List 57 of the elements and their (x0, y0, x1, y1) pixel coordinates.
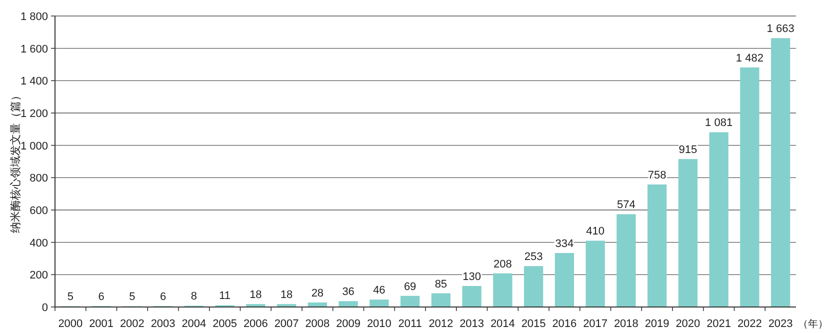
x-tick-label: 2006 (243, 318, 268, 330)
x-tick-label: 2001 (89, 318, 114, 330)
data-label: 5 (67, 291, 74, 304)
x-tick-label: 2018 (614, 318, 638, 330)
data-label: 1 081 (705, 117, 733, 130)
x-tick-label: 2019 (644, 318, 670, 330)
data-label: 208 (494, 258, 512, 270)
data-label: 1 482 (736, 52, 764, 64)
y-axis-title: 纳米酶核心领域发文量（篇） (9, 90, 22, 233)
data-label: 410 (586, 226, 604, 238)
data-label: 1 663 (766, 23, 794, 36)
y-tick-label: 1 600 (20, 43, 48, 56)
x-tick-label: 2008 (305, 318, 330, 330)
x-tick-label: 2002 (120, 318, 144, 330)
x-tick-label: 2015 (521, 318, 546, 330)
data-label: 5 (129, 291, 136, 304)
x-tick-label: 2016 (552, 318, 577, 330)
data-label: 11 (219, 290, 231, 302)
x-tick-label: 2007 (274, 318, 299, 330)
x-tick-label: 2005 (212, 318, 238, 330)
y-tick-label: 800 (30, 172, 48, 185)
y-tick-label: 400 (30, 237, 48, 250)
x-tick-label: 2021 (706, 318, 732, 330)
x-tick-label: 2000 (58, 318, 83, 330)
x-tick-label: 2020 (676, 318, 700, 330)
x-axis-title: （年） (798, 318, 828, 330)
data-label: 36 (342, 286, 354, 298)
x-tick-label: 2003 (150, 318, 176, 330)
x-tick-label: 2023 (768, 318, 793, 330)
y-tick-label: 600 (30, 205, 48, 217)
data-label: 6 (160, 291, 166, 304)
data-label: 18 (280, 289, 293, 302)
data-label: 915 (678, 144, 698, 156)
data-label: 46 (373, 284, 386, 297)
x-tick-label: 2013 (460, 318, 484, 330)
data-label: 28 (311, 287, 324, 300)
y-tick-label: 200 (30, 270, 48, 282)
data-label: 69 (404, 280, 416, 293)
x-tick-label: 2009 (336, 318, 361, 330)
x-tick-label: 2010 (366, 318, 392, 330)
data-label: 253 (524, 251, 543, 264)
y-tick-label: 1 400 (20, 76, 48, 88)
x-tick-label: 2022 (737, 318, 762, 330)
x-tick-label: 2014 (490, 318, 515, 330)
x-tick-label: 2004 (182, 318, 206, 330)
y-tick-label: 1 000 (20, 140, 48, 152)
x-tick-label: 2017 (583, 318, 608, 330)
data-label: 8 (190, 290, 197, 303)
x-tick-label: 2011 (398, 318, 422, 330)
x-tick-label: 2012 (428, 318, 454, 330)
data-label: 85 (434, 278, 448, 290)
y-tick-label: 0 (42, 302, 48, 314)
data-label: 574 (617, 199, 636, 212)
data-label: 6 (98, 291, 104, 304)
y-tick-label: 1 800 (20, 11, 48, 23)
data-label: 18 (250, 289, 262, 302)
y-tick-label: 1 200 (20, 108, 48, 120)
